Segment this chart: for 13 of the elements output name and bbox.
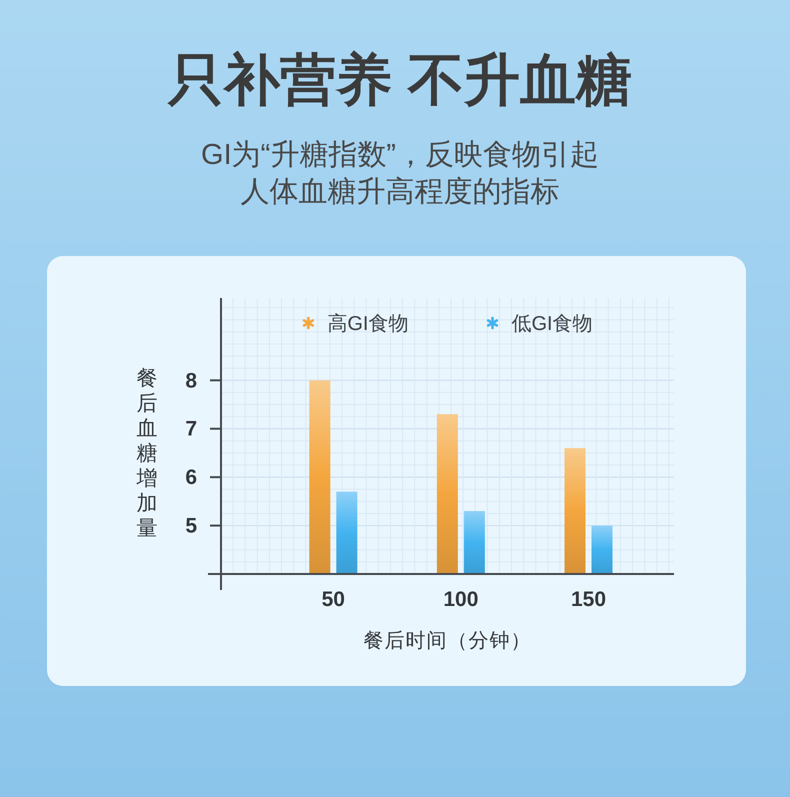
y-tick-label: 6 <box>185 466 197 490</box>
chart-subtitle: GI为“升糖指数”，反映食物引起人体血糖升高程度的指标 <box>201 139 599 208</box>
x-tick-label: 50 <box>322 588 345 611</box>
chart-title: 只补营养 不升血糖 <box>167 48 632 111</box>
y-tick-label: 5 <box>185 514 198 538</box>
legend-label: 低GI食物 <box>512 313 593 335</box>
x-tick-label: 100 <box>443 588 478 611</box>
y-axis-title: 餐后血糖增加量 <box>136 367 158 540</box>
x-axis-title: 餐后时间（分钟） <box>364 630 532 652</box>
legend-label: 高GI食物 <box>327 312 408 335</box>
y-tick-label: 8 <box>185 369 198 392</box>
y-tick-label: 7 <box>185 418 197 441</box>
x-tick-label: 150 <box>570 588 606 611</box>
